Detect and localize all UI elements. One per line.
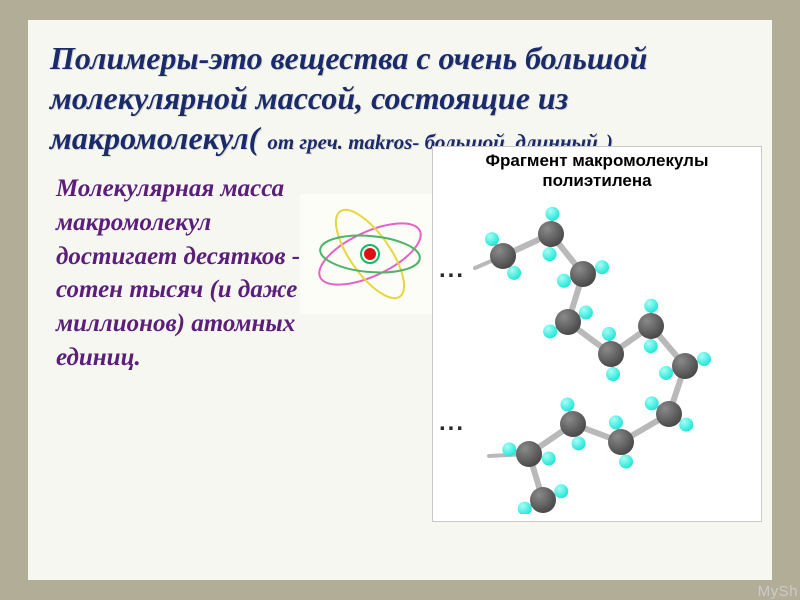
polyethylene-caption: Фрагмент макромолекулы полиэтилена (433, 151, 761, 192)
slide-title: Полимеры-это вещества с очень большой мо… (50, 38, 750, 158)
molecular-mass-text: Молекулярная масса макромолекул достигае… (56, 172, 306, 375)
watermark: MySh (758, 583, 798, 600)
caption-line-1: Фрагмент макромолекулы (485, 151, 708, 170)
slide-card: Полимеры-это вещества с очень большой мо… (28, 20, 772, 580)
caption-line-2: полиэтилена (542, 171, 651, 190)
lower-region: Молекулярная масса макромолекул достигае… (50, 164, 750, 524)
polyethylene-stage: ... ... (433, 194, 761, 514)
polyethylene-panel: Фрагмент макромолекулы полиэтилена ... .… (432, 146, 762, 522)
atom-orbit-diagram (300, 194, 440, 314)
